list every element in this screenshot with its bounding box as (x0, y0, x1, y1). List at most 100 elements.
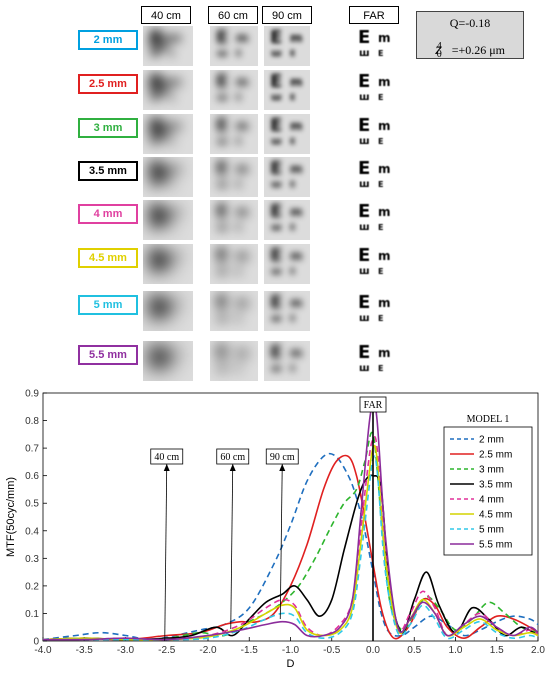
optotype-small-e: ш (271, 92, 282, 103)
optotype-small-e: ш (217, 266, 228, 277)
y-tick-label: 0.3 (25, 554, 39, 565)
optotype-tiny-e: E (169, 267, 175, 276)
arrow-head-icon (279, 464, 286, 471)
optotype-rotated-e: m (378, 119, 391, 133)
optotype-large-e: E (358, 342, 371, 363)
optotype-rotated-e: m (236, 249, 249, 263)
x-tick-label: -2.5 (158, 645, 176, 656)
x-tick-label: 1.0 (449, 645, 463, 656)
optotype-large-e: E (216, 71, 229, 92)
blur-blob (149, 297, 169, 317)
legend-label: 3 mm (479, 465, 504, 476)
optotype-small-e: ш (271, 266, 282, 277)
y-tick-label: 0.4 (25, 526, 39, 537)
optotype-small-e: ш (150, 266, 161, 277)
pupil-label: 5 mm (78, 295, 138, 315)
optotype-large-e: E (358, 201, 371, 222)
y-tick-label: 0.5 (25, 499, 39, 510)
optotype-rotated-e: m (236, 205, 249, 219)
optotype-large-e: E (358, 115, 371, 136)
blur-blob (149, 206, 169, 226)
y-tick-label: 0.7 (25, 444, 39, 455)
optotype-small-e: ш (217, 222, 228, 233)
x-tick-label: -0.5 (323, 645, 341, 656)
optotype-rotated-e: m (378, 162, 391, 176)
optotype-rotated-e: m (169, 296, 182, 310)
y-tick-label: 0.1 (25, 609, 39, 620)
legend-label: 2.5 mm (479, 450, 512, 461)
optotype-rotated-e: m (169, 75, 182, 89)
parameters-box: Q=-0.18 Z04 =+0.26 μm (416, 11, 524, 61)
optotype-tiny-e: E (290, 180, 296, 189)
optotype-large-e: E (270, 292, 283, 313)
optotype-large-e: E (216, 27, 229, 48)
legend-label: 3.5 mm (479, 480, 512, 491)
optotype-small-e: ш (271, 48, 282, 59)
optotype-small-e: ш (359, 92, 370, 103)
x-tick-label: -3.5 (76, 645, 94, 656)
y-tick-label: 0 (33, 637, 39, 648)
optotype-rotated-e: m (290, 119, 303, 133)
optotype-rotated-e: m (378, 205, 391, 219)
x-tick-label: -1.5 (241, 645, 259, 656)
optotype-large-e: E (270, 115, 283, 136)
optotype-small-e: ш (217, 313, 228, 324)
blur-blob (149, 120, 169, 140)
optotype-small-e: ш (271, 179, 282, 190)
zernike-value: Z04 =+0.26 μm (417, 35, 523, 61)
optotype-tiny-e: E (290, 267, 296, 276)
optotype-tiny-e: E (169, 364, 175, 373)
y-axis-label: MTF(50cyc/mm) (5, 477, 17, 557)
optotype-rotated-e: m (378, 31, 391, 45)
legend-box (443, 426, 533, 556)
x-tick-label: 0.5 (407, 645, 421, 656)
optotype-tiny-e: E (236, 180, 242, 189)
zernike-sub: 0 (436, 49, 442, 61)
optotype-large-e: E (216, 201, 229, 222)
optotype-rotated-e: m (236, 346, 249, 360)
x-tick-label: -1.0 (282, 645, 300, 656)
optotype-small-e: ш (359, 136, 370, 147)
optotype-small-e: ш (271, 222, 282, 233)
series-line-5_5mm (42, 404, 539, 641)
optotype-rotated-e: m (290, 31, 303, 45)
legend-label: 2 mm (479, 435, 504, 446)
x-tick-label: -2.0 (199, 645, 217, 656)
optotype-rotated-e: m (169, 346, 182, 360)
y-tick-label: 0.6 (25, 471, 39, 482)
optotype-tiny-e: E (236, 314, 242, 323)
optotype-tiny-e: E (290, 364, 296, 373)
optotype-tiny-e: E (236, 93, 242, 102)
optotype-rotated-e: m (236, 119, 249, 133)
series-line-4mm (42, 435, 539, 641)
optotype-rotated-e: m (378, 346, 391, 360)
annotation-label-60cm: 60 cm (220, 452, 245, 463)
annotation-label-40cm: 40 cm (154, 452, 179, 463)
pupil-label: 2 mm (78, 30, 138, 50)
optotype-small-e: ш (359, 179, 370, 190)
optotype-tiny-e: E (290, 93, 296, 102)
